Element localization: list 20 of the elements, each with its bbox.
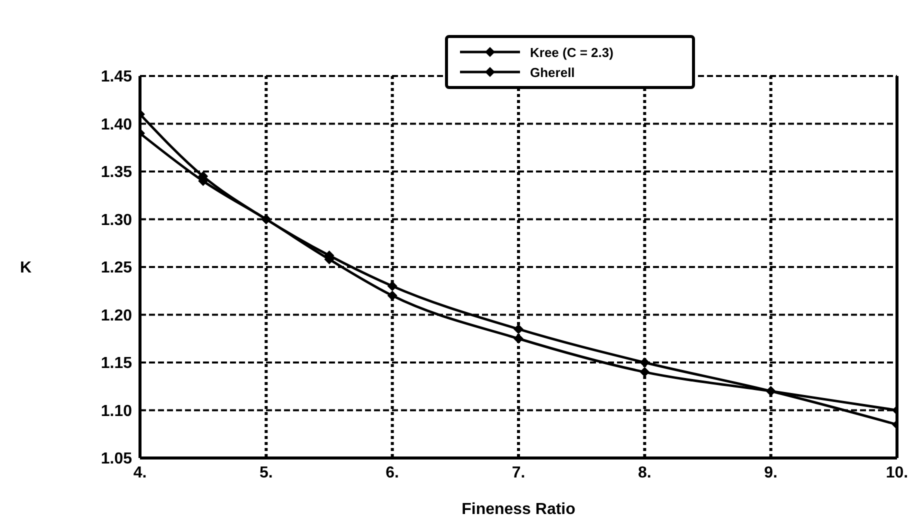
legend-label: Kree (C = 2.3) <box>530 44 614 60</box>
x-tick-label: 5. <box>259 464 273 482</box>
x-axis-title: Fineness Ratio <box>462 501 576 518</box>
x-tick-label: 10. <box>886 464 908 482</box>
y-tick-label: 1.35 <box>100 164 132 182</box>
y-tick-label: 1.25 <box>100 260 132 277</box>
y-tick-label: 1.30 <box>100 212 132 229</box>
y-tick-label: 1.05 <box>100 450 132 468</box>
x-tick-label: 6. <box>386 464 400 482</box>
y-tick-label: 1.10 <box>100 402 132 420</box>
y-axis-title: K <box>20 260 32 277</box>
y-tick-label: 1.15 <box>100 355 132 372</box>
x-tick-label: 4. <box>133 464 147 482</box>
y-tick-label: 1.45 <box>100 68 132 86</box>
legend-label: Gherell <box>530 64 575 80</box>
y-tick-label: 1.40 <box>100 116 132 134</box>
x-tick-label: 9. <box>764 464 778 482</box>
x-tick-label: 8. <box>638 464 652 482</box>
y-tick-label: 1.20 <box>100 307 132 324</box>
x-tick-label: 7. <box>512 464 526 482</box>
